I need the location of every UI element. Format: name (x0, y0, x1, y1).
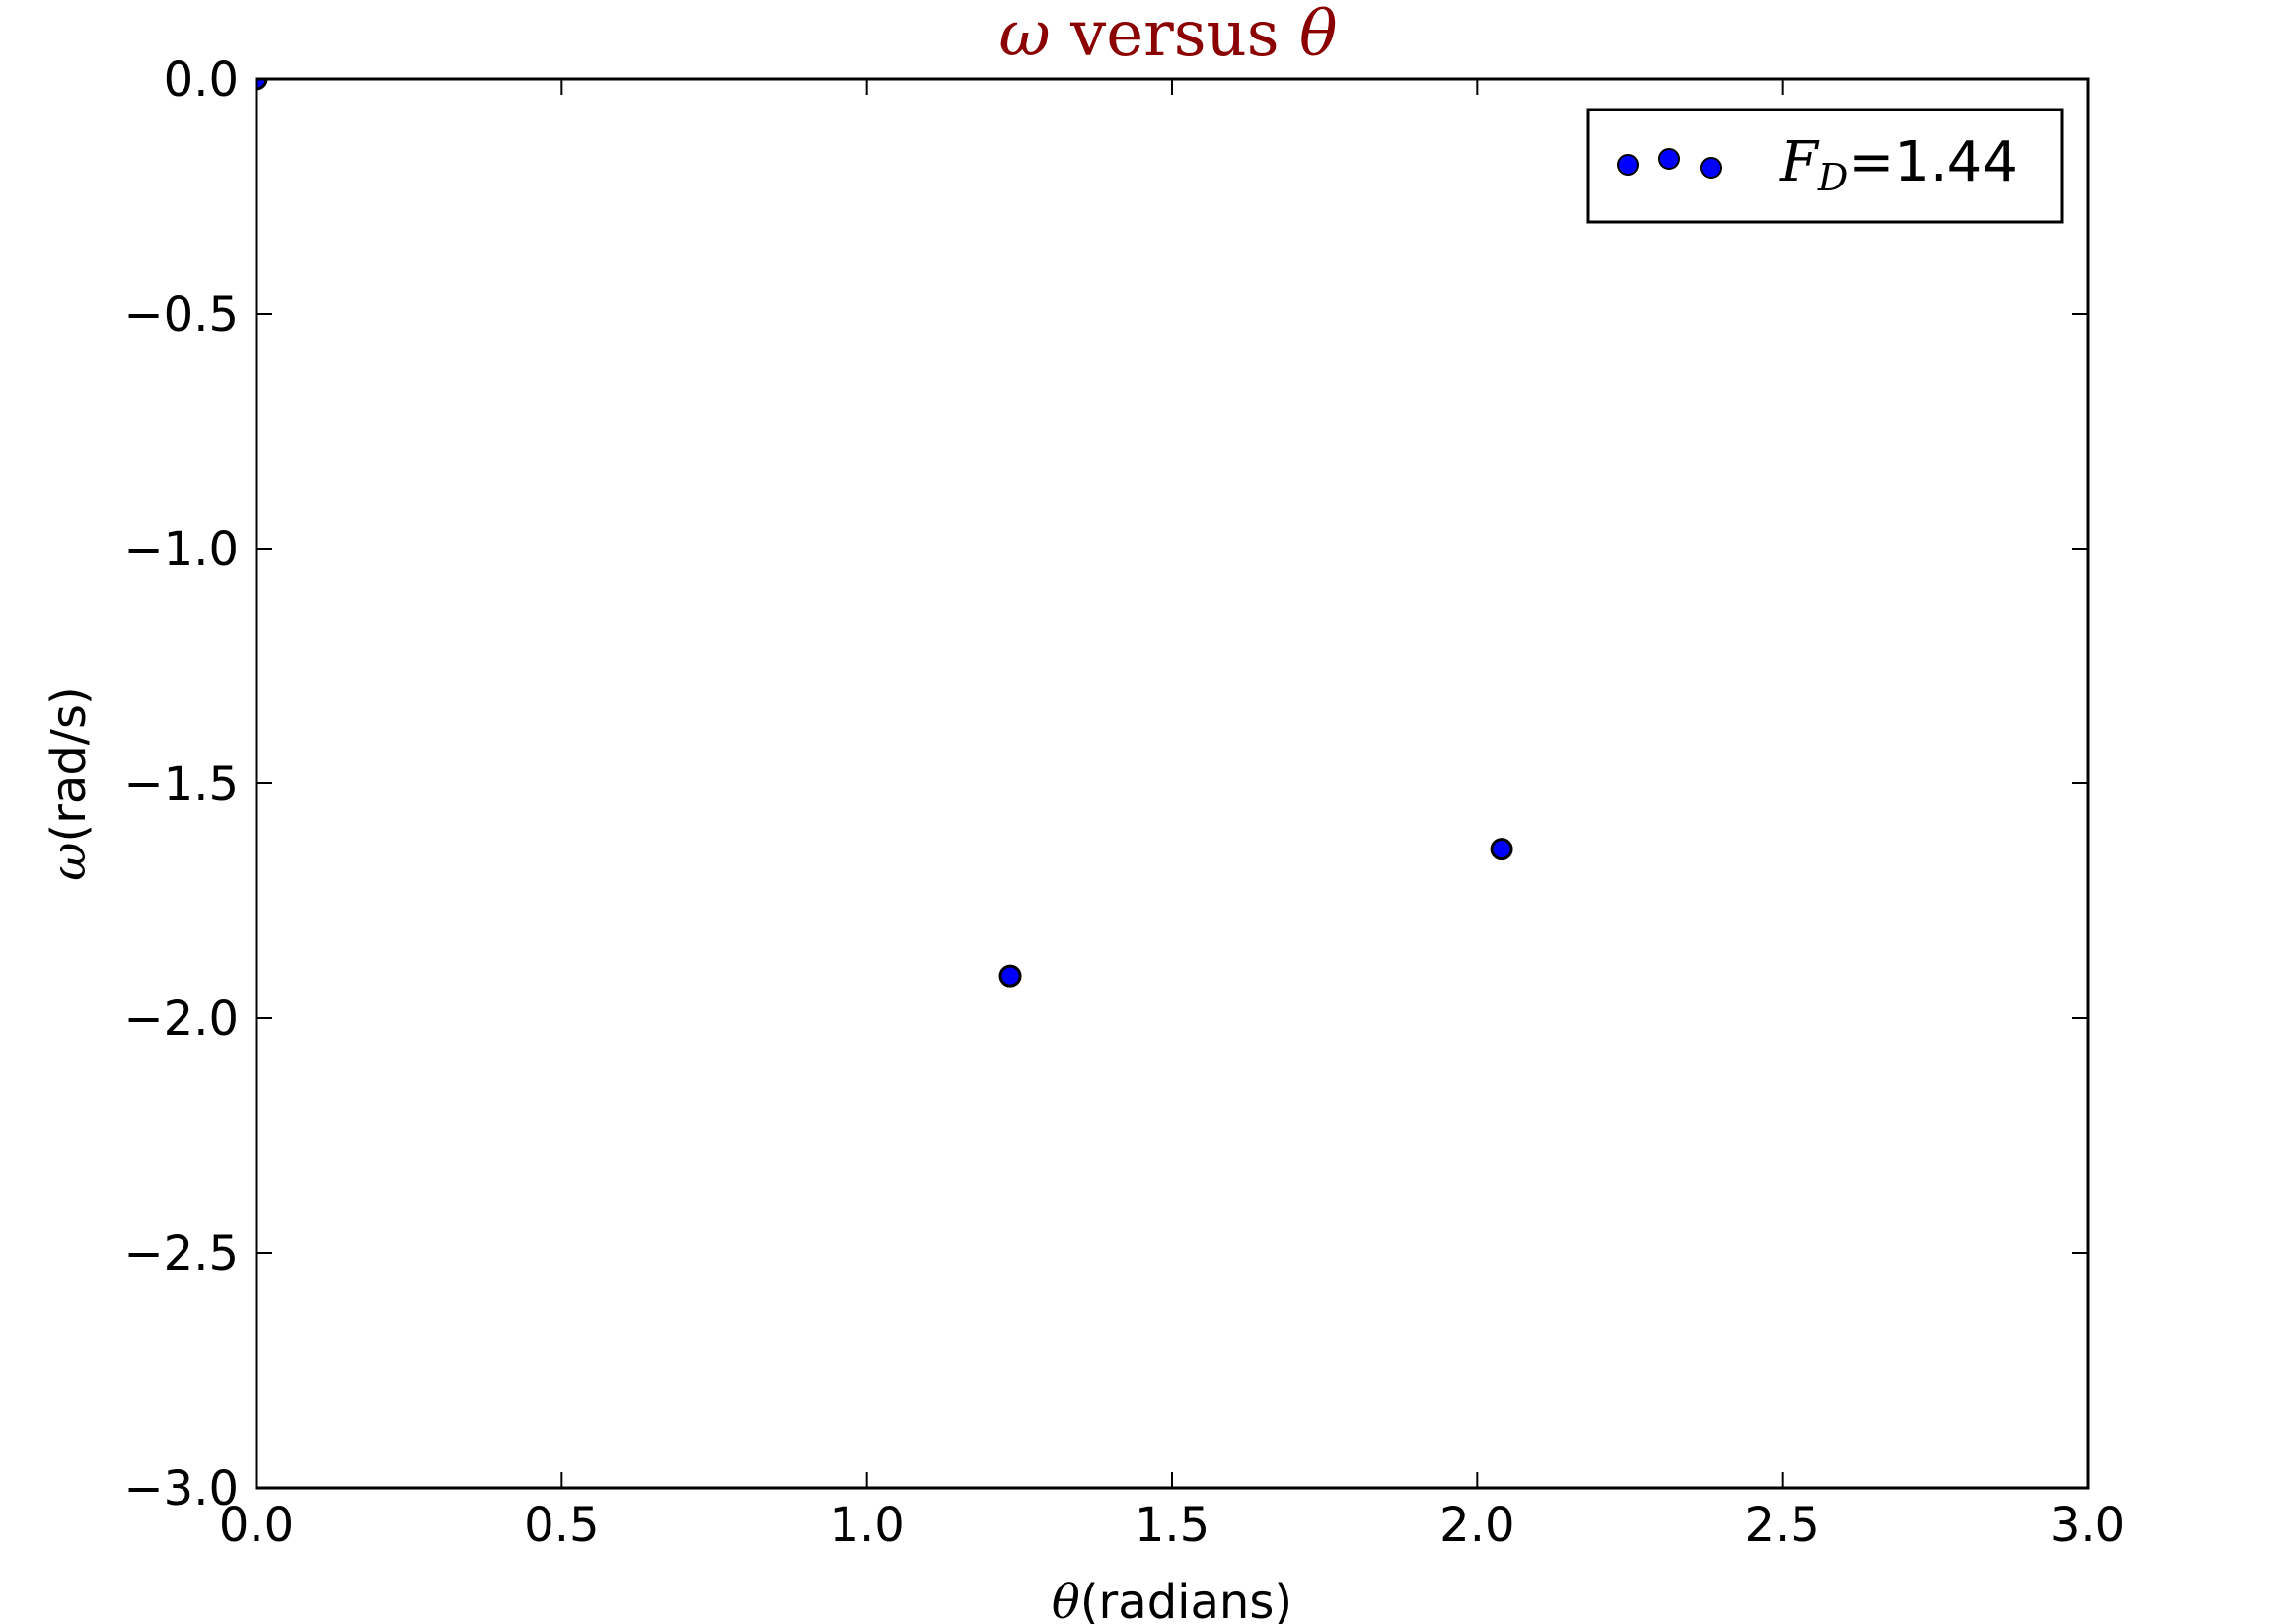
y-tick-label: −2.0 (123, 992, 239, 1047)
tick-labels: 0.0 0.5 1.0 1.5 2.0 2.5 3.0 0.0 −0.5 −1.0 −1.5 −2.0… (123, 52, 2125, 1553)
legend-marker (1617, 154, 1639, 176)
x-axis-unit-text: (radians) (1080, 1575, 1292, 1624)
y-tick-label: −1.0 (123, 522, 239, 577)
x-tick-label: 2.0 (1439, 1498, 1514, 1553)
x-tick-label: 0.5 (524, 1498, 599, 1553)
y-axis-label: ω(rad/s) (41, 686, 97, 880)
x-axis-label: θ(radians) (1052, 1575, 1292, 1624)
x-tick-label: 0.0 (219, 1498, 294, 1553)
legend-marker (1700, 157, 1722, 179)
plot-frame (255, 77, 2090, 1490)
data-point (257, 79, 268, 91)
title-versus-word: versus (1051, 0, 1299, 71)
legend-f-symbol: F (1779, 130, 1820, 194)
legend-value: =1.44 (1848, 130, 2018, 194)
legend-subscript: D (1817, 156, 1848, 199)
title-omega-symbol: ω (999, 0, 1051, 71)
tick-marks (256, 78, 2089, 1489)
legend-label: FD=1.44 (1779, 130, 2018, 199)
legend-marker (1658, 148, 1680, 170)
legend: FD=1.44 (1586, 108, 2064, 224)
y-tick-label: −1.5 (123, 757, 239, 812)
x-tick-label: 2.5 (1744, 1498, 1819, 1553)
y-tick-label: −0.5 (123, 287, 239, 342)
y-axis-unit-text: (rad/s) (41, 686, 97, 842)
title-theta-symbol: θ (1299, 0, 1338, 71)
data-point (998, 964, 1022, 988)
x-tick-label: 1.0 (829, 1498, 904, 1553)
y-tick-label: 0.0 (164, 52, 239, 108)
chart-title: ω versus θ (999, 0, 1338, 71)
data-points (257, 79, 1513, 988)
x-tick-label: 3.0 (2050, 1498, 2125, 1553)
x-tick-label: 1.5 (1135, 1498, 1210, 1553)
y-axis-omega-symbol: ω (41, 843, 97, 881)
y-tick-label: −3.0 (123, 1461, 239, 1516)
y-tick-label: −2.5 (123, 1226, 239, 1282)
data-point (1490, 838, 1513, 861)
x-axis-theta-symbol: θ (1052, 1575, 1080, 1624)
